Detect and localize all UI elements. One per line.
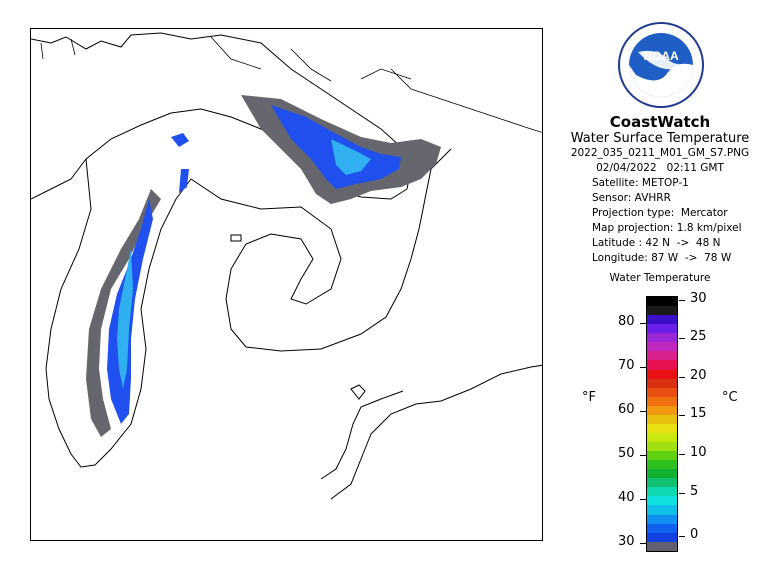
unit-celsius: °C <box>722 390 738 405</box>
colorbar-swatch <box>647 378 677 388</box>
island <box>350 384 366 400</box>
fahrenheit-tick-mark <box>640 367 646 368</box>
north-coast-rivers <box>40 36 542 133</box>
latitude: Latitude : 42 N -> 48 N <box>592 237 721 249</box>
colorbar-swatch <box>647 333 677 343</box>
filename: 2022_035_0211_M01_GM_S7.PNG <box>570 147 750 159</box>
longitude: Longitude: 87 W -> 78 W <box>592 252 732 264</box>
celsius-tick-label: 0 <box>690 527 699 542</box>
north-cold-patch <box>179 169 189 193</box>
colorbar-swatch <box>647 396 677 406</box>
metadata-panel: CoastWatch Water Surface Temperature 202… <box>560 114 760 266</box>
colorbar-swatch <box>647 442 677 452</box>
map-projection: Map projection: 1.8 km/pixel <box>592 222 742 234</box>
noaa-logo: NOAA <box>616 20 706 110</box>
colorbar-swatch <box>647 360 677 370</box>
celsius-tick-mark <box>679 300 685 301</box>
colorbar-swatch <box>647 514 677 524</box>
colorbar-swatch <box>647 324 677 334</box>
fahrenheit-tick-label: 30 <box>618 534 635 549</box>
colorbar-swatch <box>647 306 677 316</box>
celsius-tick-label: 20 <box>690 368 707 383</box>
colorbar-swatch <box>647 487 677 497</box>
celsius-tick-mark <box>679 377 685 378</box>
celsius-tick-label: 15 <box>690 406 707 421</box>
colorbar-swatch <box>647 469 677 479</box>
great-lakes-map <box>31 32 542 500</box>
colorbar-swatch <box>647 405 677 415</box>
superior-cyan-water <box>331 139 371 175</box>
satellite: Satellite: METOP-1 <box>592 177 689 189</box>
fahrenheit-tick-mark <box>640 411 646 412</box>
lake-erie-south-shore <box>320 390 404 480</box>
fahrenheit-tick-label: 80 <box>618 314 635 329</box>
colorbar-swatch <box>647 342 677 352</box>
colorbar-swatch <box>647 414 677 424</box>
logo-text: NOAA <box>643 49 679 63</box>
colorbar-swatch <box>647 523 677 533</box>
unit-fahrenheit: °F <box>582 390 596 405</box>
michigan-cyan-water <box>117 249 133 389</box>
brand-title: CoastWatch <box>609 113 711 131</box>
fahrenheit-tick-mark <box>640 543 646 544</box>
map-panel <box>30 28 543 541</box>
fahrenheit-tick-mark <box>640 323 646 324</box>
celsius-tick-label: 30 <box>690 291 707 306</box>
lake-michigan-shoreline <box>45 158 192 468</box>
north-cold-patch <box>171 133 189 147</box>
fahrenheit-tick-label: 60 <box>618 402 635 417</box>
colorbar-swatch <box>647 532 677 542</box>
legend-title: Water Temperature <box>609 272 711 284</box>
colorbar-swatch <box>647 369 677 379</box>
colorbar-swatch <box>647 315 677 325</box>
colorbar-swatch <box>647 505 677 515</box>
product-title: Water Surface Temperature <box>570 131 750 146</box>
michigan-gray <box>86 189 161 437</box>
colorbar-swatch <box>647 351 677 361</box>
celsius-tick-mark <box>679 338 685 339</box>
celsius-tick-mark <box>679 536 685 537</box>
colorbar-swatch <box>647 451 677 461</box>
fahrenheit-tick-label: 50 <box>618 446 635 461</box>
colorbar-swatch <box>647 460 677 470</box>
island <box>230 234 242 242</box>
celsius-tick-label: 5 <box>690 484 699 499</box>
colorbar-swatch <box>647 297 677 307</box>
lake-huron-shoreline <box>190 148 452 352</box>
fahrenheit-tick-label: 40 <box>618 490 635 505</box>
celsius-tick-mark <box>679 493 685 494</box>
celsius-tick-mark <box>679 415 685 416</box>
colorbar-swatch <box>647 432 677 442</box>
lake-erie-shoreline <box>330 364 542 500</box>
celsius-tick-label: 10 <box>690 445 707 460</box>
celsius-tick-mark <box>679 454 685 455</box>
fahrenheit-tick-mark <box>640 455 646 456</box>
fahrenheit-tick-mark <box>640 499 646 500</box>
fahrenheit-tick-label: 70 <box>618 358 635 373</box>
projection-type: Projection type: Mercator <box>592 207 728 219</box>
colorbar-swatch <box>647 423 677 433</box>
datetime: 02/04/2022 02:11 GMT <box>596 162 724 174</box>
colorbar-swatch <box>647 478 677 488</box>
temperature-colorbar <box>646 296 678 552</box>
celsius-tick-label: 25 <box>690 329 707 344</box>
colorbar-swatch <box>647 541 677 551</box>
colorbar-swatch <box>647 387 677 397</box>
sensor: Sensor: AVHRR <box>592 192 671 204</box>
colorbar-swatch <box>647 496 677 506</box>
